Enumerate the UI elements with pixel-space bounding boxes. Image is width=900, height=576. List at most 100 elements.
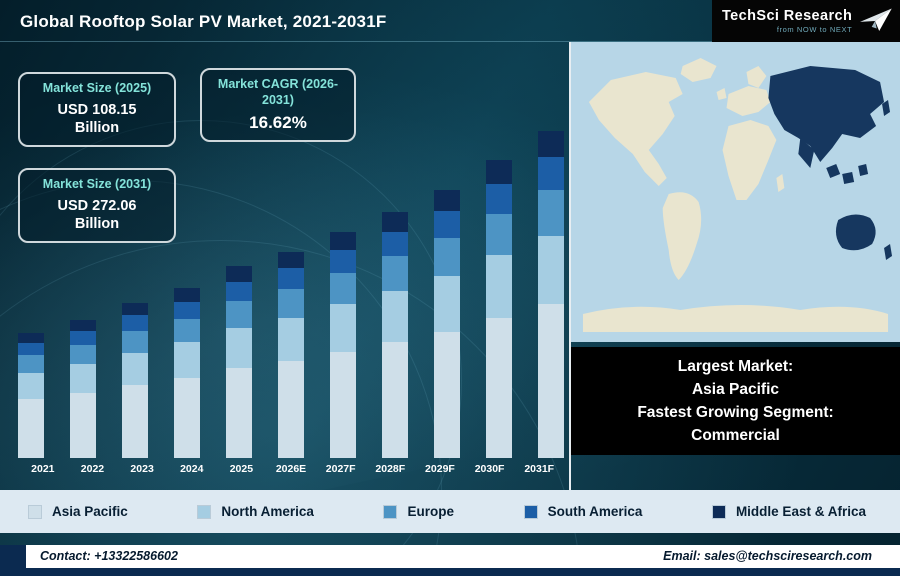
bar-2022 (70, 319, 96, 458)
bar-segment-asia-pacific (486, 317, 512, 458)
legend-swatch (523, 504, 538, 519)
bar-segment-asia-pacific (70, 393, 96, 458)
bar-segment-north-america (486, 255, 512, 318)
bar-segment-europe (538, 189, 564, 236)
logo-tagline: from NOW to NEXT (776, 25, 853, 34)
bar-segment-middle-east-africa (226, 266, 252, 282)
legend-item: South America (523, 504, 643, 519)
bar-segment-middle-east-africa (70, 319, 96, 332)
continent-asia-highlighted (768, 66, 885, 162)
bar-segment-europe (278, 289, 304, 318)
callout-value: USD 272.06 Billion (57, 197, 137, 233)
x-axis-label: 2023 (130, 463, 154, 475)
bar-segment-europe (174, 318, 200, 343)
x-axis-label: 2025 (229, 463, 254, 475)
bar-segment-north-america (434, 275, 460, 332)
bar-segment-middle-east-africa (330, 232, 356, 251)
callout-market-size-2031: Market Size (2031) USD 272.06 Billion (18, 168, 176, 244)
bar-segment-south-america (382, 231, 408, 257)
bar-segment-north-america (278, 317, 304, 362)
legend-label: South America (547, 504, 643, 519)
techsci-logo: TechSci Research from NOW to NEXT (712, 0, 900, 42)
bar-segment-europe (382, 256, 408, 291)
bar-segment-europe (226, 300, 252, 328)
legend-item: Middle East & Africa (711, 504, 866, 519)
legend-item: Asia Pacific (28, 504, 128, 519)
bar-segment-asia-pacific (278, 361, 304, 458)
legend-swatch (28, 504, 42, 519)
bar-segment-asia-pacific (226, 367, 252, 458)
region-scandinavia (746, 66, 767, 88)
bar-segment-north-america (70, 364, 96, 394)
bar-segment-south-america (330, 250, 356, 273)
callout-value: USD 108.15 Billion (57, 101, 137, 137)
callout-value: 16.62% (249, 113, 307, 133)
bar-segment-south-america (18, 342, 44, 356)
logo-brand-text: TechSci Research (722, 8, 853, 24)
bar-segment-north-america (330, 304, 356, 352)
footer-strip (0, 545, 900, 568)
continent-north-america (588, 72, 683, 186)
legend-label: Europe (407, 504, 454, 519)
continent-africa (722, 120, 777, 200)
bar-segment-south-america (70, 331, 96, 345)
x-axis-label: 2022 (80, 463, 105, 475)
legend-item: North America (197, 504, 314, 519)
page-title: Global Rooftop Solar PV Market, 2021-203… (20, 12, 387, 31)
region-japan-highlighted (882, 100, 891, 116)
legend-item: Europe (383, 504, 454, 519)
x-axis-label: 2030F (474, 463, 505, 475)
note-line: Commercial (691, 427, 780, 444)
legend-swatch (383, 504, 398, 519)
bar-segment-south-america (122, 315, 148, 331)
bar-segment-middle-east-africa (486, 159, 512, 184)
callout-market-cagr: Market CAGR (2026-2031) 16.62% (200, 68, 356, 143)
paper-plane-icon (860, 8, 892, 32)
world-map (571, 42, 900, 342)
bar-segment-south-america (226, 281, 252, 301)
bar-segment-south-america (538, 157, 564, 190)
callout-label: Market Size (2025) (42, 81, 152, 95)
bar-segment-middle-east-africa (18, 332, 44, 343)
bar-segment-asia-pacific (122, 385, 148, 458)
continent-europe (726, 86, 771, 116)
bar-segment-north-america (174, 342, 200, 378)
legend-label: Middle East & Africa (735, 504, 866, 519)
x-axis-labels: 2021 2022 2023 2024 2025 2026E 2027F 2028F 2029F… (18, 463, 564, 475)
bar-segment-north-america (382, 290, 408, 343)
bar-2029F (434, 190, 460, 458)
bar-segment-asia-pacific (18, 399, 44, 458)
footer-contact: Contact: +13322586602 (40, 549, 178, 563)
bar-segment-europe (434, 238, 460, 276)
bar-2025 (226, 266, 252, 458)
bar-segment-europe (486, 213, 512, 256)
bar-segment-asia-pacific (382, 342, 408, 458)
bar-2027F (330, 232, 356, 458)
legend-label: North America (221, 504, 314, 519)
note-line: Fastest Growing Segment: (637, 404, 834, 421)
bar-segment-north-america (18, 373, 44, 400)
x-axis-label: 2021 (31, 463, 55, 475)
bar-chart (18, 118, 564, 458)
region-uk (716, 88, 727, 100)
continent-antarctica (582, 305, 889, 332)
bar-segment-south-america (434, 211, 460, 239)
bar-segment-middle-east-africa (174, 288, 200, 302)
island-madagascar (776, 174, 785, 192)
note-line: Largest Market: (677, 358, 794, 375)
footer-email: Email: sales@techsciresearch.com (663, 549, 872, 563)
bar-segment-asia-pacific (434, 332, 460, 458)
x-axis-label: 2031F (524, 463, 555, 475)
bar-2023 (122, 302, 148, 458)
bar-segment-asia-pacific (330, 351, 356, 458)
bar-2031F (538, 131, 564, 458)
x-axis-label: 2028F (375, 463, 406, 475)
x-axis-label: 2027F (325, 463, 356, 475)
bar-segment-middle-east-africa (434, 190, 460, 212)
bar-2021 (18, 332, 44, 458)
bar-segment-south-america (278, 268, 304, 290)
bar-segment-south-america (486, 183, 512, 214)
callout-label: Market Size (2031) (42, 177, 152, 191)
bar-segment-north-america (538, 235, 564, 305)
